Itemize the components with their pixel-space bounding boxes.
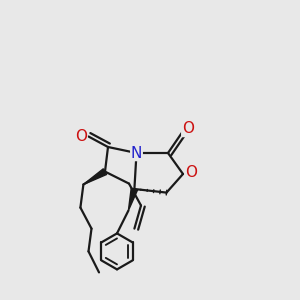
Text: O: O <box>182 122 194 136</box>
Text: N: N <box>131 146 142 160</box>
Text: O: O <box>75 129 87 144</box>
Polygon shape <box>83 169 107 184</box>
Polygon shape <box>128 188 138 211</box>
Text: O: O <box>185 165 197 180</box>
